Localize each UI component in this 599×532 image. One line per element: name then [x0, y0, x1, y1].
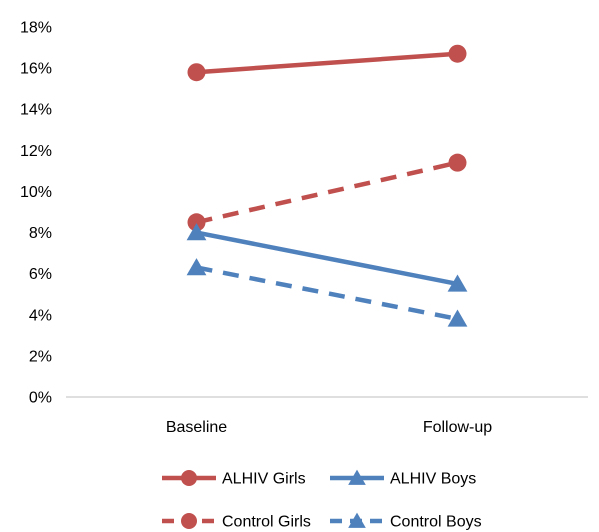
y-tick-label: 0% [29, 390, 52, 407]
series-line [196, 230, 458, 287]
series-line [195, 160, 459, 225]
series-control-boys [186, 258, 468, 327]
legend-marker [181, 513, 197, 529]
y-tick-label: 12% [20, 143, 52, 160]
legend-marker [348, 469, 366, 485]
legend: ALHIV Girls ALHIV Boys Control Girls Contro… [162, 469, 482, 531]
legend-label: ALHIV Girls [222, 471, 306, 488]
y-tick-label: 2% [29, 348, 52, 365]
series-alhiv-boys [186, 223, 468, 292]
series-layer [186, 44, 468, 327]
y-tick-label: 4% [29, 307, 52, 324]
series-control-girls [187, 153, 467, 232]
y-tick-label: 18% [20, 20, 52, 37]
y-tick-label: 8% [29, 225, 52, 242]
data-point [187, 63, 206, 82]
y-tick-label: 6% [29, 266, 52, 283]
y-tick-label: 14% [20, 102, 52, 119]
y-tick-label: 10% [20, 184, 52, 201]
series-line [196, 265, 458, 322]
data-point [448, 44, 467, 63]
legend-label: ALHIV Boys [390, 471, 476, 488]
legend-item: ALHIV Girls [162, 470, 306, 488]
legend-label: Control Boys [390, 514, 482, 531]
series-line [196, 51, 458, 75]
legend-label: Control Girls [222, 514, 311, 531]
data-point [447, 309, 468, 327]
data-point [186, 223, 207, 241]
x-tick-label: Baseline [166, 419, 227, 436]
legend-item: Control Boys [330, 512, 482, 531]
legend-marker [348, 512, 366, 528]
data-point [448, 153, 467, 172]
x-axis: Baseline Follow-up [166, 419, 492, 436]
data-point [186, 258, 207, 276]
y-axis: 0% 2% 4% 6% 8% 10% 12% 14% 16% 18% [20, 20, 52, 407]
legend-marker [181, 470, 197, 486]
legend-item: ALHIV Boys [330, 469, 476, 488]
legend-item: Control Girls [162, 513, 311, 531]
data-point [187, 213, 206, 232]
data-point [447, 274, 468, 292]
series-alhiv-girls [187, 44, 467, 82]
y-tick-label: 16% [20, 61, 52, 78]
x-tick-label: Follow-up [423, 419, 492, 436]
